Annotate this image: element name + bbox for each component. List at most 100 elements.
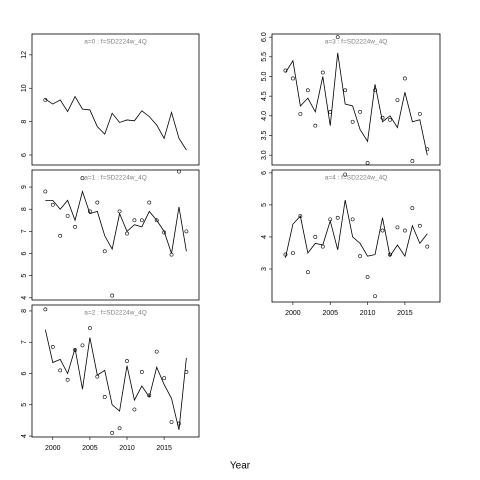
fit-line	[45, 190, 187, 254]
observed-point	[365, 275, 370, 279]
observed-point	[43, 189, 48, 194]
observed-point	[403, 228, 407, 233]
observed-point	[139, 370, 144, 374]
observed-point	[147, 200, 152, 205]
observed-point	[87, 326, 92, 331]
y-tick-label: 5	[21, 274, 28, 278]
y-tick-label: 6	[21, 153, 28, 157]
y-tick-label: 4	[21, 296, 28, 300]
observed-point	[80, 176, 85, 181]
y-tick-label: 9	[21, 185, 28, 189]
observed-point	[380, 115, 385, 120]
observed-point	[154, 218, 159, 223]
panel-title: a=0 : f=SD2224w_4Q	[84, 39, 147, 46]
y-tick-label: 4	[261, 235, 268, 239]
panel-frame	[271, 33, 441, 166]
observed-point	[65, 213, 70, 218]
observed-point	[343, 172, 348, 177]
observed-point	[110, 431, 115, 435]
y-tick-label: 4	[21, 434, 28, 438]
observed-point	[320, 70, 325, 75]
y-tick-label: 12	[21, 51, 28, 59]
observed-point	[291, 76, 295, 81]
observed-point	[350, 217, 355, 222]
y-tick-label: 5.0	[261, 72, 268, 82]
fit-line	[285, 200, 428, 258]
y-tick-label: 6	[21, 251, 28, 255]
observed-point	[102, 249, 107, 254]
observed-point	[373, 88, 377, 93]
y-tick-label: 6.0	[261, 32, 268, 42]
observed-point	[43, 98, 48, 102]
y-tick-label: 7	[21, 340, 28, 344]
observed-point	[410, 159, 415, 163]
y-tick-label: 5	[261, 203, 268, 207]
observed-point	[298, 111, 303, 116]
observed-point	[95, 200, 100, 205]
observed-point	[73, 348, 77, 352]
observed-point	[73, 225, 77, 229]
observed-point	[58, 368, 63, 373]
observed-point	[162, 230, 167, 235]
observed-point	[43, 307, 48, 312]
y-tick-label: 4.5	[261, 91, 268, 101]
observed-point	[410, 206, 415, 211]
y-tick-label: 5.5	[261, 52, 268, 62]
observed-point	[110, 293, 115, 298]
panel-title: a=1 : f=SD2224w_4Q	[84, 175, 147, 182]
panel-title: a=3 : f=SD2224w_4Q	[325, 39, 388, 46]
panel-frame	[271, 169, 441, 303]
observed-point	[95, 374, 100, 379]
observed-point	[313, 235, 318, 239]
y-tick-label: 10	[21, 84, 28, 92]
observed-point	[395, 98, 400, 102]
y-tick-label: 8	[21, 309, 28, 313]
x-tick-label: 2005	[82, 445, 98, 452]
observed-point	[335, 215, 340, 220]
fit-line	[44, 329, 187, 430]
observed-point	[328, 109, 333, 114]
observed-point	[162, 376, 167, 381]
x-tick-label: 2000	[285, 310, 301, 317]
x-tick-label: 2005	[322, 310, 338, 317]
x-tick-label: 2010	[119, 445, 135, 452]
y-tick-label: 6	[261, 171, 268, 175]
observed-point	[417, 223, 422, 228]
observed-point	[132, 407, 137, 412]
y-tick-label: 3.5	[261, 131, 268, 141]
observed-point	[117, 209, 122, 214]
panel-title: a=4 : f=SD2224w_4Q	[325, 175, 388, 182]
observed-point	[298, 214, 303, 219]
x-tick-label: 2015	[397, 310, 413, 317]
observed-point	[365, 161, 370, 165]
panel-frame	[31, 33, 200, 166]
x-tick-label: 2000	[45, 445, 61, 452]
panel-frame	[31, 304, 200, 438]
x-tick-label: 2015	[156, 445, 172, 452]
observed-point	[320, 244, 325, 249]
panel-frame	[31, 169, 200, 301]
observed-point	[313, 123, 318, 128]
observed-point	[184, 370, 189, 374]
y-tick-label: 8	[21, 120, 28, 124]
observed-point	[125, 359, 129, 363]
observed-point	[154, 349, 159, 354]
observed-point	[291, 251, 295, 255]
observed-point	[395, 225, 400, 230]
observed-point	[132, 218, 137, 223]
observed-point	[139, 218, 144, 223]
observed-point	[305, 88, 310, 93]
y-tick-label: 3	[261, 267, 268, 271]
observed-point	[102, 395, 107, 399]
observed-point	[147, 393, 152, 398]
observed-point	[388, 117, 392, 122]
fit-line	[285, 52, 428, 156]
x-axis-label: Year	[230, 461, 251, 472]
observed-point	[117, 426, 122, 431]
observed-point	[425, 147, 430, 152]
y-tick-label: 4.0	[261, 111, 268, 121]
observed-point	[328, 217, 333, 222]
observed-point	[403, 76, 407, 81]
x-tick-label: 2010	[360, 310, 376, 317]
